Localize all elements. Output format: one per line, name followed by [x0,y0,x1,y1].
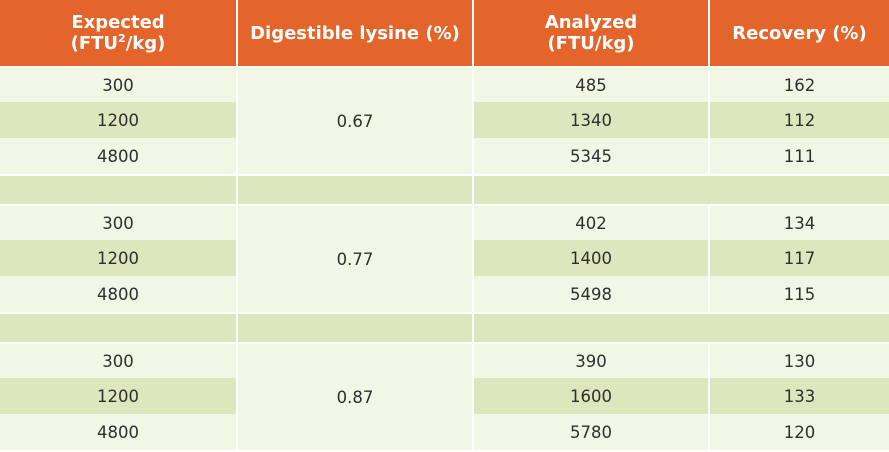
cell-recovery: 112 [710,102,889,138]
cell-recovery: 117 [710,240,889,276]
cell-analyzed: 402 [474,206,708,240]
cell-expected: 4800 [0,276,236,312]
cell-lysine: 0.77 [238,206,472,312]
separator-row [474,314,889,342]
cell-expected: 4800 [0,414,236,450]
cell-expected: 4800 [0,138,236,174]
cell-recovery: 133 [710,378,889,414]
cell-analyzed: 5498 [474,276,708,312]
cell-recovery: 111 [710,138,889,174]
cell-analyzed: 1600 [474,378,708,414]
separator-row [0,314,236,342]
cell-analyzed: 1400 [474,240,708,276]
cell-recovery: 162 [710,68,889,102]
cell-analyzed: 485 [474,68,708,102]
cell-recovery: 115 [710,276,889,312]
header-recovery: Recovery (%) [710,0,889,66]
cell-expected: 300 [0,344,236,378]
cell-analyzed: 5780 [474,414,708,450]
cell-recovery: 120 [710,414,889,450]
header-expected-unit: (FTU2/kg) [70,32,166,54]
cell-expected: 1200 [0,240,236,276]
header-analyzed-label: Analyzed [544,12,638,33]
separator-row [238,176,472,204]
cell-analyzed: 390 [474,344,708,378]
separator-row [474,176,889,204]
cell-recovery: 134 [710,206,889,240]
cell-analyzed: 1340 [474,102,708,138]
cell-lysine: 0.67 [238,68,472,174]
cell-lysine: 0.87 [238,344,472,450]
cell-expected: 300 [0,68,236,102]
header-expected: Expected (FTU2/kg) [0,0,236,66]
separator-row [238,314,472,342]
cell-expected: 300 [0,206,236,240]
header-analyzed: Analyzed (FTU/kg) [474,0,708,66]
cell-recovery: 130 [710,344,889,378]
header-digestible-lysine: Digestible lysine (%) [238,0,472,66]
cell-expected: 1200 [0,102,236,138]
separator-row [0,176,236,204]
header-analyzed-unit: (FTU/kg) [547,33,635,54]
cell-expected: 1200 [0,378,236,414]
cell-analyzed: 5345 [474,138,708,174]
header-expected-label: Expected [71,12,165,33]
